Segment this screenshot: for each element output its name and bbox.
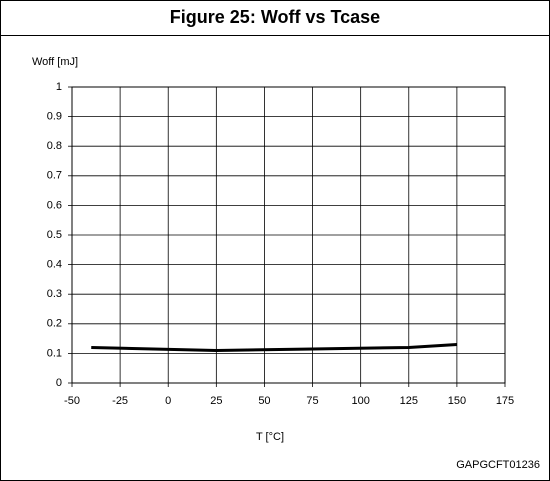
data-line [91, 343, 457, 352]
x-tick-label: 100 [351, 395, 369, 407]
x-tick-label: 125 [400, 395, 418, 407]
x-axis-label: T [°C] [256, 431, 284, 443]
y-tick-label: 0.2 [47, 318, 62, 330]
y-axis-label: Woff [mJ] [32, 56, 78, 68]
y-tick-label: 0.1 [47, 347, 62, 359]
x-tick-label: -50 [64, 395, 80, 407]
y-tick-label: 0.4 [47, 259, 62, 271]
x-tick-label: 175 [496, 395, 514, 407]
y-tick-label: 0.5 [47, 229, 62, 241]
y-tick-label: 1 [56, 81, 62, 93]
y-tick-label: 0.7 [47, 170, 62, 182]
y-tick-label: 0.3 [47, 288, 62, 300]
y-tick-label: 0.6 [47, 199, 62, 211]
annotation: GAPGCFT01236 [456, 459, 540, 471]
x-tick-label: 75 [306, 395, 318, 407]
x-tick-label: 50 [258, 395, 270, 407]
x-tick-label: -25 [112, 395, 128, 407]
plot-area [71, 86, 506, 384]
x-tick-label: 25 [210, 395, 222, 407]
y-tick-label: 0.8 [47, 140, 62, 152]
x-tick-label: 150 [448, 395, 466, 407]
y-tick-label: 0.9 [47, 111, 62, 123]
chart-title: Figure 25: Woff vs Tcase [170, 7, 380, 27]
y-tick-label: 0 [56, 377, 62, 389]
x-tick-label: 0 [165, 395, 171, 407]
